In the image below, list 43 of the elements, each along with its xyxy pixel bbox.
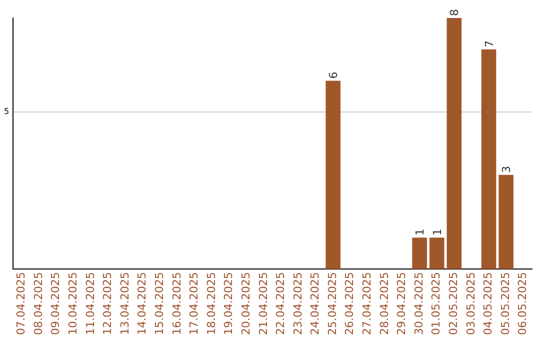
x-tick-label: 21.04.2025 xyxy=(256,272,270,336)
x-tick-label: 30.04.2025 xyxy=(412,272,426,336)
x-tick-label: 07.04.2025 xyxy=(14,272,28,336)
x-tick-label: 09.04.2025 xyxy=(49,272,62,336)
x-tick-label: 29.04.2025 xyxy=(395,272,408,336)
x-tick-label: 06.05.2025 xyxy=(516,272,530,336)
x-tick-label: 13.04.2025 xyxy=(118,272,132,336)
data-label: 1 xyxy=(414,228,427,236)
x-tick-label: 11.04.2025 xyxy=(84,272,97,336)
x-tick-label: 26.04.2025 xyxy=(343,272,356,336)
x-tick-label: 10.04.2025 xyxy=(66,272,80,336)
x-tick-label: 03.05.2025 xyxy=(464,272,478,336)
bar xyxy=(498,174,514,270)
x-tick-label: 22.04.2025 xyxy=(274,272,288,336)
x-tick-label: 14.04.2025 xyxy=(136,272,149,336)
data-label: 3 xyxy=(500,166,514,173)
x-tick-label: 28.04.2025 xyxy=(378,272,391,336)
data-label: 1 xyxy=(430,228,444,236)
x-tick-label: 25.04.2025 xyxy=(326,272,339,336)
y-tick-label: 5 xyxy=(4,107,10,116)
data-label: 6 xyxy=(327,72,340,79)
x-tick-label: 15.04.2025 xyxy=(152,272,166,336)
x-tick-label: 23.04.2025 xyxy=(291,272,304,336)
x-tick-label: 27.04.2025 xyxy=(360,272,374,336)
x-tick-label: 08.04.2025 xyxy=(32,272,45,336)
x-tick-label: 12.04.2025 xyxy=(101,272,114,336)
x-tick-label: 17.04.2025 xyxy=(188,272,201,336)
bar xyxy=(446,18,462,270)
x-tick-label: 20.04.2025 xyxy=(239,272,252,336)
bar xyxy=(429,238,444,270)
data-label: 7 xyxy=(482,40,496,48)
bar xyxy=(481,49,496,270)
bar xyxy=(412,238,427,270)
x-tick-label: 18.04.2025 xyxy=(204,272,218,336)
x-tick-label: 19.04.2025 xyxy=(222,272,236,336)
x-tick-label: 05.05.2025 xyxy=(498,272,512,336)
x-tick-label: 24.04.2025 xyxy=(308,272,322,336)
bar xyxy=(326,80,340,270)
x-tick-label: 02.05.2025 xyxy=(447,272,460,336)
x-tick-label: 01.05.2025 xyxy=(430,272,443,336)
data-label: 8 xyxy=(448,9,462,16)
x-tick-label: 16.04.2025 xyxy=(170,272,184,336)
x-tick-label: 04.05.2025 xyxy=(482,272,495,336)
